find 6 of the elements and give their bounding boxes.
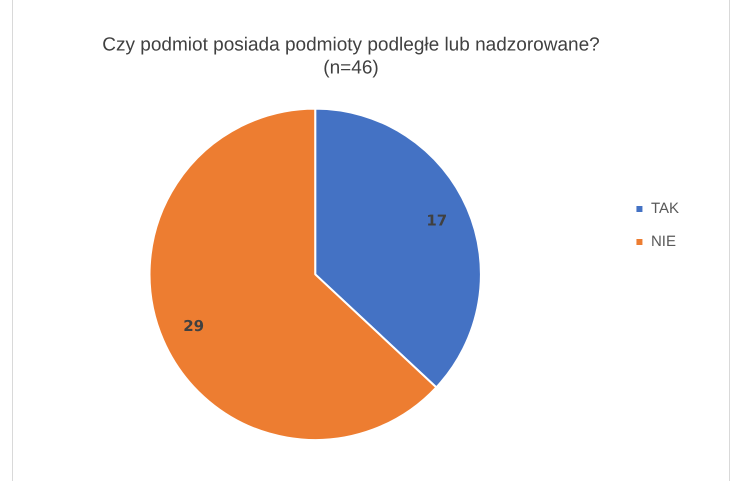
data-label: 17 [426,211,448,230]
data-label: 29 [183,317,204,336]
chart-subtitle: (n=46) [323,57,379,78]
chart-title: Czy podmiot posiada podmioty podległe lub nadzorowane? [102,34,600,56]
legend-label: NIE [650,233,676,250]
legend-label: TAK [650,200,680,218]
